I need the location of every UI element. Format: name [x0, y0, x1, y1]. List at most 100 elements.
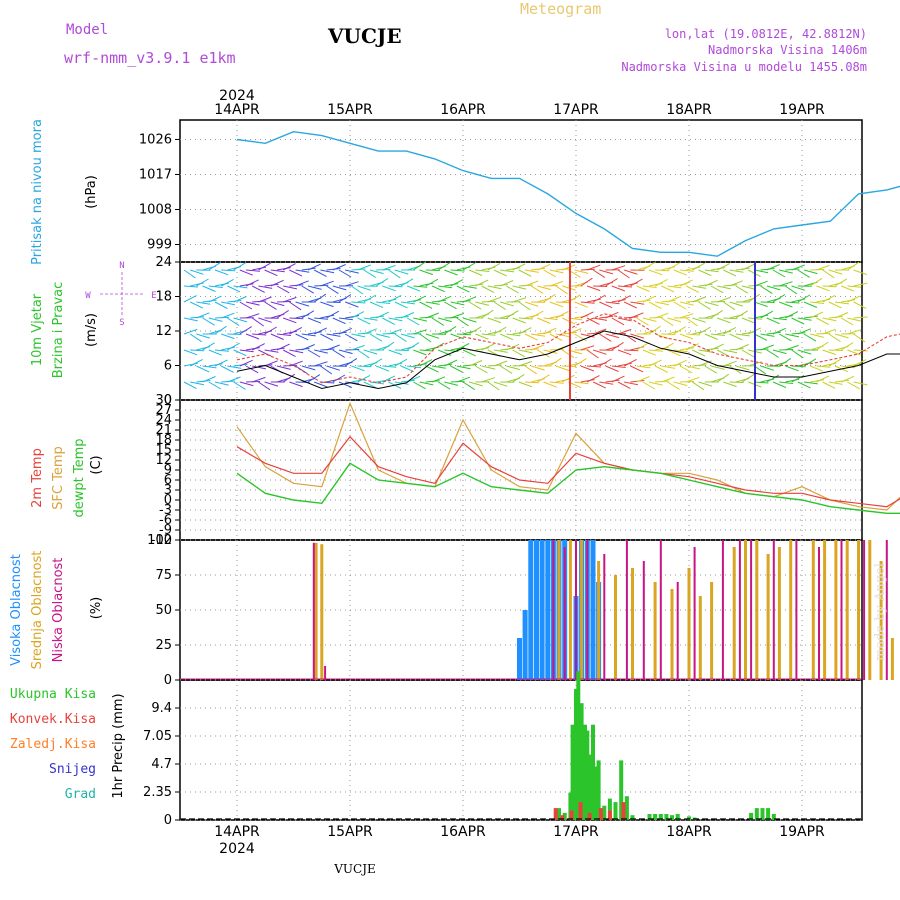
- wind-arrow: [233, 381, 246, 390]
- compass-w: W: [85, 291, 91, 301]
- wind-arrow: [828, 333, 841, 343]
- wind-arrow: [524, 301, 539, 307]
- wind-arrow: [834, 312, 849, 319]
- wind-arrow: [388, 328, 402, 335]
- wind-label-2: Brzina i Pravac: [51, 282, 66, 379]
- cloud-bar: [687, 568, 691, 680]
- wind-arrow: [772, 381, 787, 388]
- wind-arrow: [214, 359, 228, 367]
- coords-text: lon,lat (19.0812E, 42.8812N): [665, 27, 867, 41]
- wind-arrow: [245, 313, 260, 319]
- wind-arrow: [760, 310, 774, 319]
- wind-arrow: [499, 365, 513, 374]
- wind-arrow: [847, 363, 862, 367]
- wind-arrow: [580, 345, 595, 351]
- y-tick-label: 24: [155, 255, 172, 270]
- wind-arrow: [772, 327, 787, 335]
- wind-arrow: [214, 301, 228, 310]
- wind-arrow: [698, 381, 713, 387]
- wind-arrow: [450, 365, 464, 374]
- station-title: VUCJE: [327, 24, 402, 48]
- wind-arrow: [407, 299, 422, 303]
- wind-arrow: [487, 381, 500, 391]
- cloud-bar: [552, 540, 555, 680]
- wind-arrow: [456, 317, 469, 327]
- wind-arrow: [214, 381, 229, 386]
- wind-arrow: [611, 317, 625, 326]
- wind-arrow: [679, 313, 694, 319]
- wind-arrow: [276, 333, 291, 336]
- wind-arrow: [673, 349, 688, 353]
- wind-arrow: [419, 301, 433, 309]
- wind-arrow: [611, 375, 625, 383]
- wind-arrow: [438, 349, 452, 356]
- wind-arrow: [493, 269, 507, 277]
- wind-arrow: [493, 326, 507, 335]
- wind-arrow: [227, 317, 240, 327]
- wind-arrow: [785, 301, 800, 304]
- wind-arrow: [549, 280, 564, 287]
- wind-arrow: [469, 381, 483, 387]
- wind-arrow: [270, 269, 285, 273]
- precip-bar: [647, 814, 652, 820]
- temperature-panel: 2m Temp SFC Temp dewpt Temp (C) -12-9-6-…: [30, 393, 900, 548]
- wind-arrow: [382, 341, 395, 351]
- wind-arrow: [549, 381, 564, 384]
- wind-arrow: [475, 269, 490, 272]
- wind-arrow: [444, 359, 458, 367]
- wind-arrow: [679, 333, 694, 340]
- y-tick-label: -12: [151, 533, 172, 548]
- wind-arrow: [524, 381, 540, 384]
- wind-arrow: [574, 381, 589, 385]
- wind-arrow: [537, 331, 552, 335]
- wind-arrow: [630, 312, 644, 319]
- wind-arrow: [791, 349, 804, 359]
- wind-arrow: [220, 365, 234, 373]
- wind-arrow: [760, 344, 774, 351]
- wind-arrow: [698, 360, 712, 367]
- wind-arrow: [270, 347, 285, 351]
- wind-arrow: [704, 365, 718, 374]
- compass-n: N: [119, 261, 124, 271]
- wind-arrow: [369, 358, 383, 367]
- wind-arrow: [636, 317, 649, 326]
- wind-arrow: [388, 349, 402, 356]
- wind-arrow: [698, 269, 712, 277]
- wind-arrow: [190, 381, 204, 386]
- wind-arrow: [196, 365, 210, 373]
- cloud-bar: [834, 540, 838, 680]
- wind-arrow: [537, 263, 551, 271]
- wind-arrow: [661, 365, 676, 369]
- wind-arrow: [456, 376, 471, 383]
- cloud-label-1: Visoka Oblacnost: [9, 554, 24, 666]
- wind-arrow: [710, 285, 724, 294]
- wind-arrow: [679, 347, 694, 351]
- wind-arrow: [648, 301, 662, 310]
- wind-arrow: [419, 359, 433, 367]
- wind-arrow: [797, 381, 811, 389]
- wind-arrow: [605, 333, 620, 339]
- wind-arrow: [772, 349, 787, 355]
- wind-arrow: [679, 365, 693, 374]
- wind-arrow: [481, 285, 495, 294]
- wind-arrow: [407, 285, 421, 292]
- wind-arrow: [779, 281, 793, 287]
- wind-arrow: [413, 261, 426, 271]
- y-tick-label: 27: [155, 403, 172, 418]
- wind-arrow: [816, 341, 829, 351]
- wind-arrow: [592, 381, 607, 389]
- wind-arrow: [574, 315, 589, 319]
- wind-arrow: [400, 312, 415, 319]
- wind-arrow: [183, 328, 198, 335]
- cloud-bar: [879, 561, 883, 680]
- wind-arrow: [710, 309, 723, 319]
- wind-barbs: [183, 261, 868, 400]
- wind-arrow: [264, 301, 277, 310]
- cloud-bar: [772, 540, 775, 680]
- wind-arrow: [413, 349, 427, 356]
- wind-arrow: [537, 285, 552, 291]
- wind-arrow: [183, 381, 197, 390]
- wind-arrow: [611, 285, 626, 292]
- wind-arrow: [450, 312, 464, 319]
